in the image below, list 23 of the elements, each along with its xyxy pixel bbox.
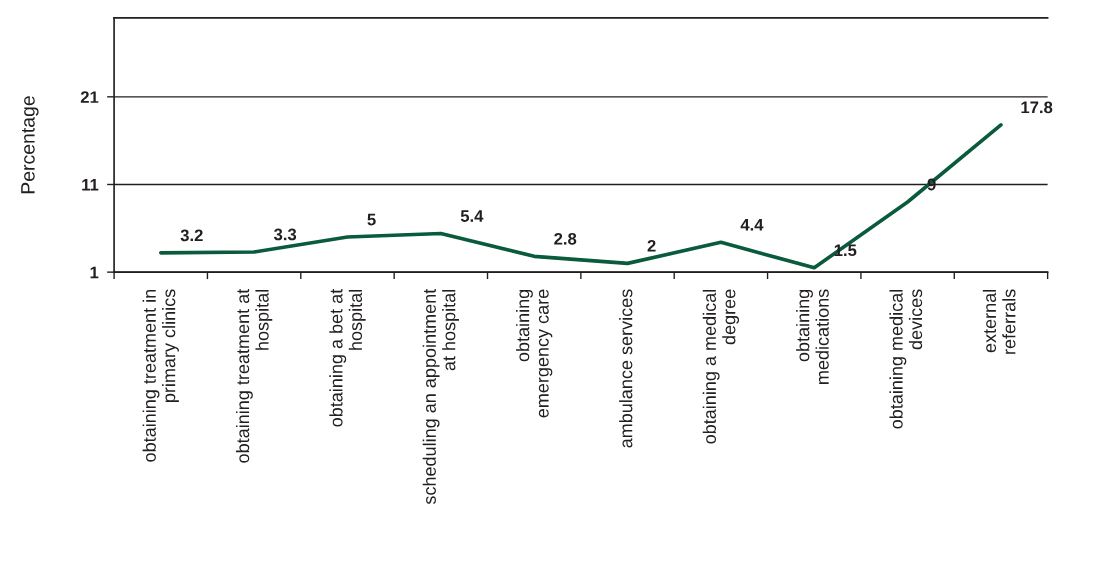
data-label: 3.2 [180,229,203,242]
x-tick-label: obtaining a medical degree [702,289,740,444]
x-tick-label: external referrals [982,289,1016,354]
data-label: 5 [367,213,376,226]
x-tick-label: obtaining treatment at hospital [235,288,273,463]
y-tick-label: 21 [80,91,99,103]
line-series [158,123,1003,270]
x-tick-label: obtaining a bet at hospital [329,288,366,427]
data-label: 3.3 [273,228,297,241]
x-tick-label: obtaining medical devices [889,289,923,429]
x-tick-label: obtaining medications [796,289,829,384]
x-tick-label: obtaining treatment in primary clinics [142,289,179,462]
y-tick-label: 1 [90,266,99,279]
data-label: 4.4 [740,219,764,231]
x-tick-label: scheduling an appointment at hospital [422,288,459,505]
data-label: 2.8 [554,232,577,245]
y-tick-label: 11 [82,179,99,191]
x-tick-label: obtaining emergency care [516,289,553,418]
y-axis-title: Percentage [21,96,39,194]
data-label: 2 [647,239,656,252]
data-label: 5.4 [460,210,484,222]
data-label: 17.8 [1021,101,1053,114]
x-tick-label: ambulance services [619,289,633,448]
